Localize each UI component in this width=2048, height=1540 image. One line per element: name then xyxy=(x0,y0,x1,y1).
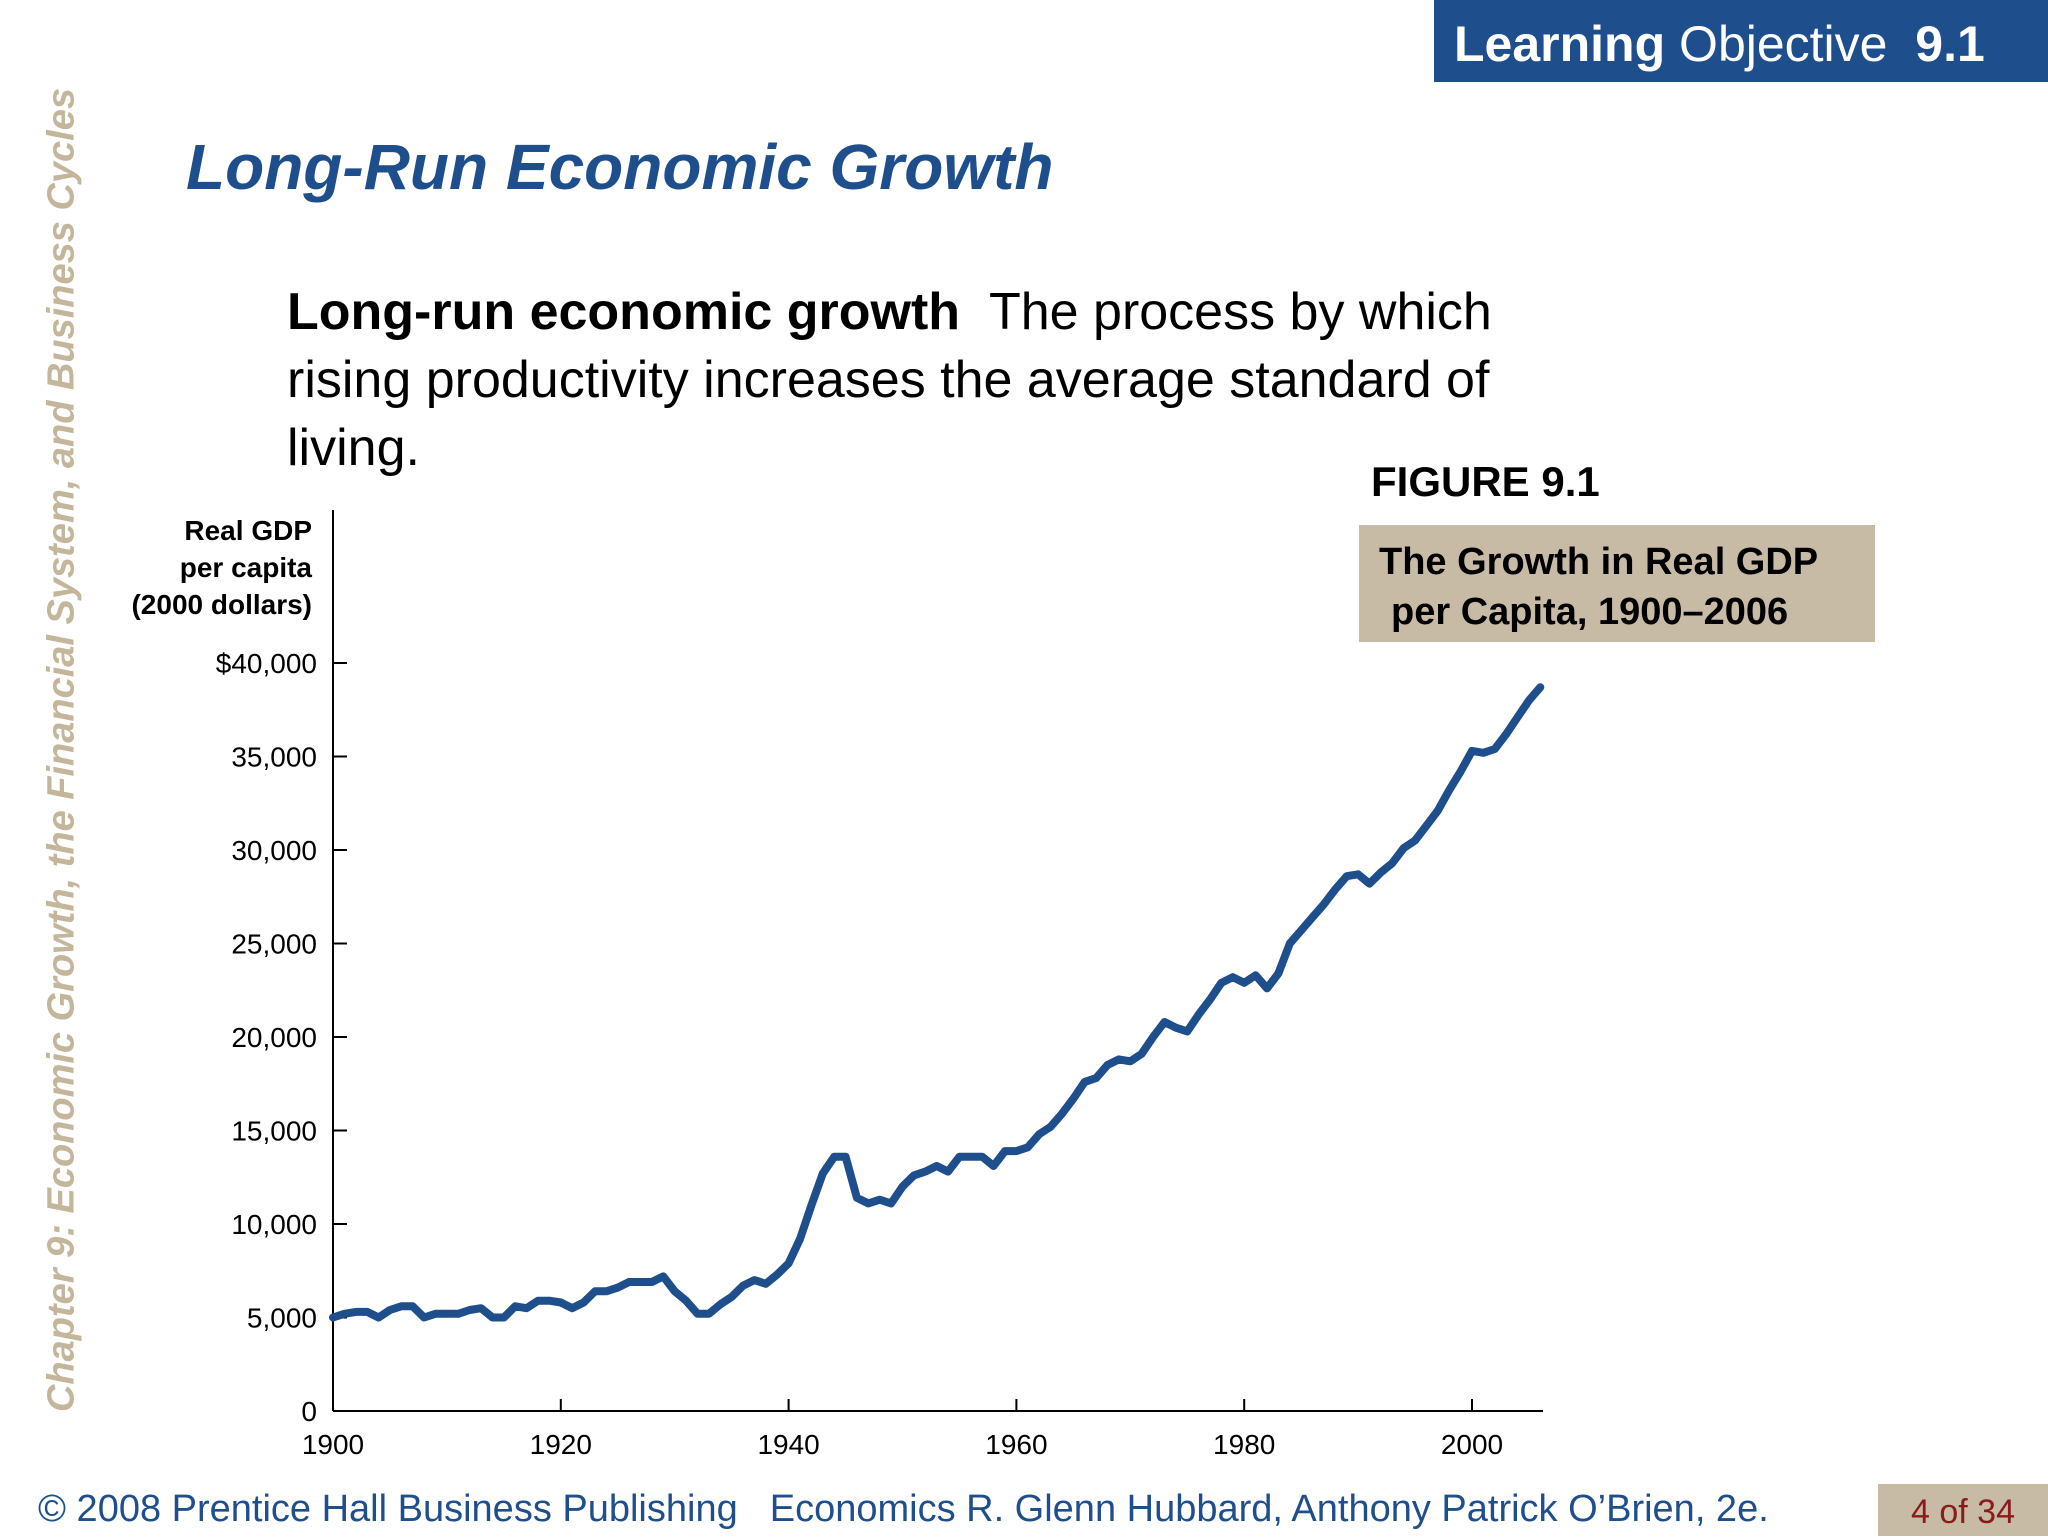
y-tick-label: 10,000 xyxy=(231,1209,317,1240)
gdp-line-chart: 0 5,000 10,000 15,000 20,000 25,000 30,000 35,0… xyxy=(216,510,1545,1460)
x-tick-label: 1960 xyxy=(985,1429,1047,1460)
definition-block: Long-run economic growth The process by … xyxy=(287,278,1627,482)
footer-copyright: © 2008 Prentice Hall Business Publishing xyxy=(38,1488,738,1530)
caption-line-1: The Growth in Real GDP xyxy=(1379,541,1819,583)
y-tick-label: $40,000 xyxy=(216,648,317,679)
y-tick-label: 25,000 xyxy=(231,929,317,960)
y-tick-label: 15,000 xyxy=(231,1116,317,1147)
x-tick-label: 1940 xyxy=(757,1429,819,1460)
y-axis-label: Real GDP per capita (2000 dollars) xyxy=(100,512,312,623)
y-tick-label: 20,000 xyxy=(231,1022,317,1053)
x-tick-label: 1980 xyxy=(1213,1429,1275,1460)
y-axis-label-line-3: (2000 dollars) xyxy=(131,589,312,620)
slide-title: Long-Run Economic Growth xyxy=(186,131,1054,203)
y-axis-label-line-1: Real GDP xyxy=(184,515,312,546)
definition-term: Long-run economic growth xyxy=(287,283,961,341)
y-tick-label: 5,000 xyxy=(247,1303,317,1334)
badge-number: 9.1 xyxy=(1915,16,1985,72)
y-tick-label: 0 xyxy=(301,1396,317,1427)
definition-text: The process by which rising productivity… xyxy=(287,283,1492,477)
figure-label: FIGURE 9.1 xyxy=(1371,458,1600,505)
page-number: 4 of 34 xyxy=(1878,1484,2048,1536)
y-tick-label: 35,000 xyxy=(231,742,317,773)
y-axis-label-line-2: per capita xyxy=(179,552,312,583)
x-tick-label: 1920 xyxy=(530,1429,592,1460)
learning-objective-badge: Learning Objective 9.1 xyxy=(1434,0,2048,82)
badge-bold-text: Learning xyxy=(1454,16,1666,72)
y-tick-label: 30,000 xyxy=(231,835,317,866)
figure-caption: The Growth in Real GDP per Capita, 1900–… xyxy=(1359,525,1875,642)
caption-line-2: per Capita, 1900–2006 xyxy=(1391,591,1789,633)
badge-regular-text: Objective xyxy=(1679,16,1888,72)
footer: © 2008 Prentice Hall Business Publishing… xyxy=(38,1488,1769,1531)
x-tick-label: 1900 xyxy=(302,1429,364,1460)
x-tick-label: 2000 xyxy=(1441,1429,1503,1460)
gdp-series-line xyxy=(329,683,1545,1322)
footer-book: Economics R. Glenn Hubbard, Anthony Patr… xyxy=(769,1488,1769,1530)
